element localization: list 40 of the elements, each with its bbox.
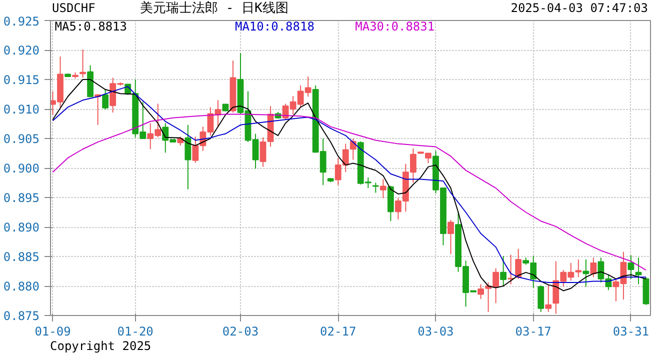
candlestick (448, 219, 454, 255)
line-series (52, 114, 646, 271)
candlestick (545, 284, 552, 312)
candlestick (102, 89, 109, 110)
candlestick (372, 182, 379, 194)
x-tick-label: 03-03 (418, 324, 454, 338)
y-tick-label: 0.910 (3, 102, 40, 116)
y-tick-label: 0.925 (3, 14, 40, 28)
y-tick-label: 0.900 (3, 162, 40, 176)
text: USDCHF (52, 0, 96, 17)
y-tick-label: 0.885 (3, 250, 40, 264)
y-tick-label: 0.920 (3, 44, 40, 58)
x-tick-label: 01-09 (34, 324, 71, 338)
candlestick (582, 258, 590, 288)
candlestick (80, 48, 86, 78)
candlestick (628, 254, 634, 280)
chart-title: 美元瑞士法郎 - 日K线图 (140, 0, 288, 18)
candlestick (184, 124, 192, 190)
candlestick (515, 248, 522, 280)
text: MA30:0.8831 (355, 20, 435, 34)
y-tick-label: 0.895 (3, 191, 40, 205)
x-tick-label: 03-31 (612, 324, 650, 338)
candlestick (635, 257, 642, 285)
x-tick-label: 01-20 (117, 324, 154, 338)
candlestick (380, 178, 386, 199)
x-tick-label: 02-17 (320, 324, 356, 338)
y-tick-label: 0.875 (3, 309, 40, 323)
y-tick-label: 0.905 (3, 132, 40, 146)
y-tick-label: 0.880 (3, 280, 40, 294)
text: Copyright 2025 (50, 338, 152, 355)
candlestick (538, 284, 544, 312)
text: MA10:0.8818 (234, 20, 314, 34)
candlestick (590, 257, 597, 278)
y-tick-label: 0.890 (3, 220, 40, 234)
x-tick-label: 02-03 (222, 324, 259, 338)
x-tick-label: 03-17 (515, 324, 552, 338)
candlestick (500, 255, 507, 288)
text: MA5:0.8813 (54, 20, 128, 34)
text: 2025-04-03 07:47:03 (510, 0, 648, 17)
y-tick-label: 0.915 (3, 73, 40, 87)
